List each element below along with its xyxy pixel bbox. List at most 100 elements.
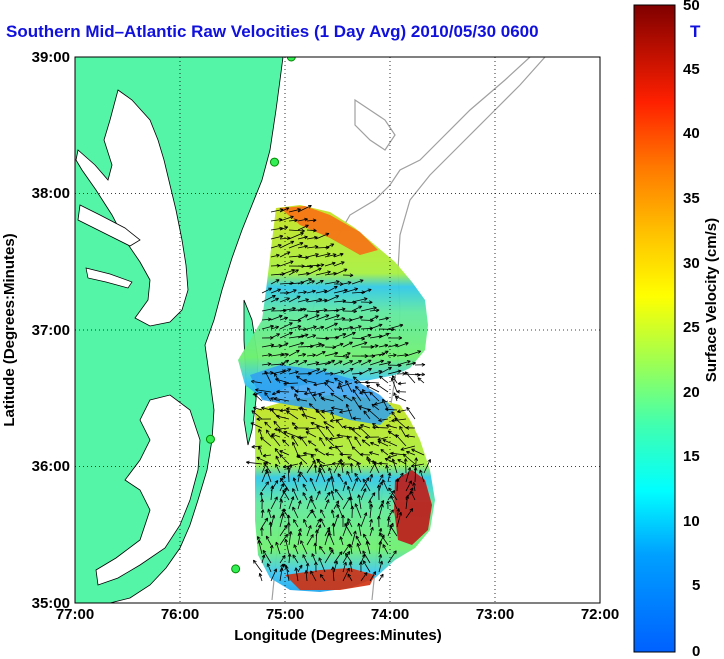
velocity-arrow [333, 268, 348, 276]
velocity-arrow [313, 382, 326, 387]
velocity-arrow [288, 228, 305, 233]
velocity-arrow [348, 426, 362, 438]
velocity-arrow [264, 391, 272, 402]
velocity-arrow [342, 341, 353, 348]
velocity-arrow [377, 440, 389, 447]
velocity-arrow [360, 368, 372, 375]
velocity-arrow [279, 567, 284, 582]
velocity-arrow [258, 428, 263, 438]
velocity-arrow [288, 496, 295, 510]
velocity-arrow [369, 370, 383, 375]
velocity-arrow [279, 306, 296, 312]
velocity-arrow [403, 458, 408, 474]
velocity-arrow [319, 573, 326, 582]
velocity-arrow [274, 372, 281, 384]
velocity-arrow [270, 288, 281, 294]
velocity-arrow [297, 500, 302, 510]
velocity-arrow [333, 252, 344, 258]
velocity-arrow [324, 529, 331, 546]
velocity-arrow [413, 467, 418, 483]
velocity-arrow [400, 445, 416, 451]
velocity-arrow [257, 540, 263, 555]
velocity-arrow [279, 450, 290, 456]
velocity-arrow [250, 422, 263, 429]
velocity-arrow [378, 461, 389, 466]
velocity-arrow [382, 439, 398, 447]
velocity-arrow [405, 480, 412, 492]
velocity-arrow [253, 559, 263, 573]
map-title: Southern Mid–Atlantic Raw Velocities (1 … [6, 22, 539, 41]
velocity-arrow [270, 333, 281, 339]
velocity-arrow [270, 244, 282, 249]
velocity-arrow [362, 533, 371, 546]
velocity-arrow [375, 383, 389, 393]
velocity-arrow [338, 382, 344, 393]
velocity-arrow [339, 452, 353, 457]
velocity-arrow [245, 460, 263, 465]
velocity-arrow [279, 215, 294, 222]
velocity-arrow [260, 498, 264, 510]
velocity-arrow [337, 473, 344, 483]
velocity-arrow [270, 568, 277, 582]
velocity-arrow [288, 232, 304, 240]
velocity-arrow [306, 334, 317, 339]
velocity-arrow [315, 289, 328, 294]
velocity-arrow [300, 406, 308, 420]
velocity-arrow [369, 323, 383, 330]
velocity-arrow [279, 498, 283, 510]
velocity-arrow [378, 332, 390, 339]
velocity-arrow [347, 573, 353, 582]
velocity-arrow [330, 392, 344, 402]
velocity-arrow [315, 263, 325, 268]
velocity-arrow [351, 360, 362, 366]
velocity-arrow [336, 433, 353, 438]
velocity-arrow [358, 426, 371, 438]
velocity-arrow [279, 331, 293, 339]
velocity-arrow [306, 267, 322, 276]
velocity-arrow [306, 534, 314, 546]
velocity-arrow [405, 350, 422, 357]
velocity-arrow [306, 525, 312, 537]
colorbar-tick: 25 [683, 319, 700, 336]
velocity-arrow [305, 431, 317, 438]
velocity-arrow [382, 544, 389, 555]
x-axis-label: Longitude (Degrees:Minutes) [234, 627, 442, 644]
velocity-arrow [404, 371, 416, 384]
velocity-arrow [270, 253, 280, 258]
velocity-arrow [286, 466, 291, 483]
velocity-arrow [378, 343, 389, 348]
velocity-arrow [297, 327, 307, 332]
velocity-arrow [306, 235, 318, 240]
velocity-arrow [387, 343, 399, 348]
velocity-arrow [315, 280, 324, 285]
velocity-arrow [328, 532, 335, 546]
velocity-arrow [279, 483, 284, 492]
x-tick: 74:00 [371, 606, 409, 623]
velocity-arrow [351, 325, 362, 330]
velocity-arrow [360, 571, 368, 582]
velocity-arrow [352, 416, 362, 421]
velocity-arrow [323, 421, 335, 429]
velocity-arrow [378, 540, 383, 555]
velocity-arrow [333, 261, 345, 267]
map-plot-area [75, 57, 600, 603]
colorbar-tick: 20 [683, 384, 700, 401]
colorbar-tick: 50 [683, 0, 700, 14]
velocity-arrow [297, 532, 302, 546]
colorbar-tick: 15 [683, 448, 700, 465]
velocity-arrow [308, 403, 317, 411]
velocity-arrow [261, 406, 272, 411]
velocity-arrow [406, 406, 416, 420]
y-tick: 36:00 [32, 458, 70, 475]
velocity-arrow [369, 308, 380, 313]
velocity-arrow [260, 436, 272, 447]
velocity-arrow [283, 430, 299, 438]
velocity-arrow [297, 564, 303, 573]
velocity-arrow [361, 439, 371, 447]
velocity-arrow [324, 295, 340, 303]
velocity-arrow [288, 242, 304, 249]
velocity-arrow [333, 317, 346, 321]
station-marker [231, 564, 241, 574]
velocity-arrow [360, 512, 368, 528]
velocity-arrow [316, 425, 326, 438]
